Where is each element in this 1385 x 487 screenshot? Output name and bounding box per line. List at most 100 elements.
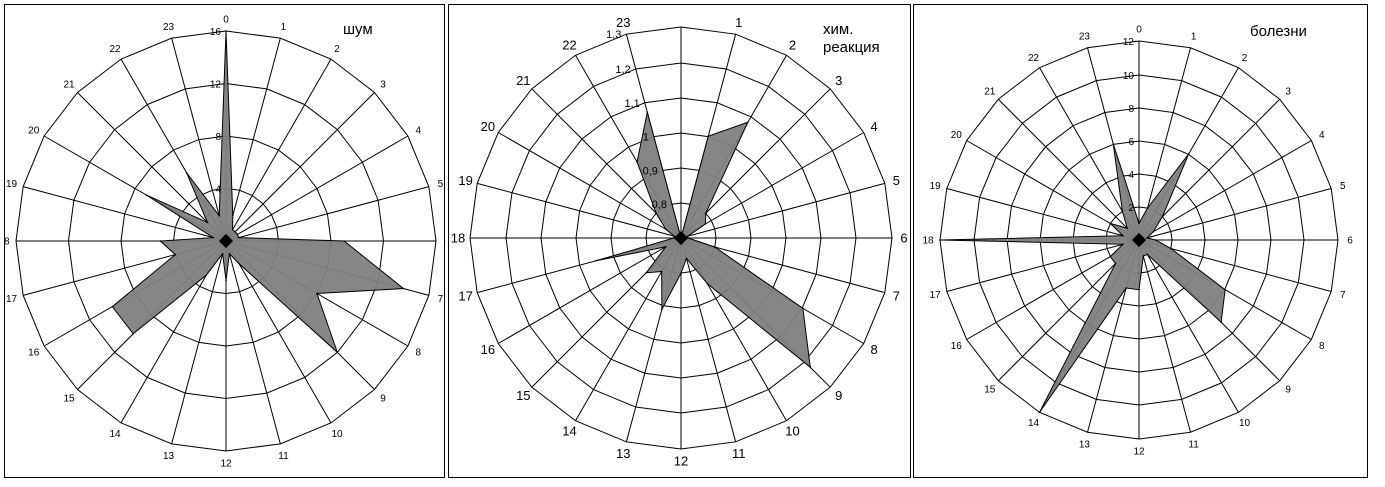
chart-panel-diseases: 0 1 2 3 4 5 6 7 8 9 10 11 12 13 14 15 16 17 18 19 20 21 22 23 2 4…: [913, 4, 1368, 478]
category-label: 5: [1340, 181, 1346, 192]
data-point: [1187, 153, 1190, 155]
data-point: [1146, 207, 1149, 209]
data-point: [336, 351, 339, 354]
category-label: 12: [220, 459, 232, 470]
category-label: 1: [281, 22, 287, 33]
category-label: 17: [6, 294, 18, 305]
radial-tick-label: 12: [210, 80, 222, 91]
grid-spoke: [946, 239, 1140, 292]
data-point: [1114, 262, 1117, 265]
data-point: [1220, 321, 1222, 323]
data-point: [673, 235, 676, 237]
category-label: 3: [380, 80, 386, 91]
data-point: [685, 257, 688, 260]
chart-title-chemical-reaction: хим. реакция: [823, 21, 880, 56]
data-point: [939, 239, 941, 241]
category-label: 8: [415, 348, 421, 359]
center-marker: [673, 230, 689, 246]
category-label: 11: [732, 446, 746, 461]
data-point: [1121, 210, 1124, 213]
category-label: 13: [1079, 439, 1091, 450]
data-point: [704, 223, 707, 225]
grid-spoke: [1138, 239, 1239, 413]
category-label: 1: [1191, 32, 1197, 43]
category-label: 7: [1340, 290, 1346, 301]
data-point: [705, 212, 707, 214]
radial-tick-label: 16: [210, 27, 222, 38]
data-point: [1138, 288, 1140, 291]
category-label: 8: [871, 342, 878, 357]
radial-tick-label: 1,1: [624, 98, 639, 110]
data-point: [1125, 287, 1127, 289]
category-label: 23: [616, 15, 630, 30]
data-series: [111, 30, 405, 353]
category-label: 20: [28, 126, 40, 137]
category-label: 23: [1079, 32, 1091, 43]
data-point: [1126, 227, 1129, 230]
data-point: [402, 287, 405, 290]
data-point: [1142, 255, 1145, 257]
grid-spoke: [225, 38, 281, 242]
category-label: 9: [1285, 385, 1291, 396]
grid-spoke: [680, 182, 885, 239]
radial-tick-label: 1,2: [615, 64, 630, 76]
data-point: [655, 212, 657, 214]
data-point: [234, 230, 237, 233]
category-label: 10: [1239, 418, 1251, 429]
category-label: 16: [28, 348, 40, 359]
category-label: 9: [380, 393, 386, 404]
category-label: 21: [984, 86, 996, 97]
category-label: 10: [785, 424, 799, 439]
grid-spoke: [498, 132, 682, 239]
data-point: [1138, 222, 1140, 225]
category-label: 5: [438, 179, 444, 190]
grid-spoke: [225, 240, 281, 444]
grid-spoke: [225, 240, 332, 424]
data-point: [205, 274, 208, 276]
data-point: [212, 236, 215, 239]
data-point: [343, 240, 345, 242]
radial-tick-label: 8: [1128, 104, 1134, 115]
chart-title-diseases: болезни: [1250, 23, 1307, 40]
category-label: 14: [562, 424, 576, 439]
category-label: 17: [458, 288, 472, 303]
grid-spoke: [171, 38, 227, 242]
data-point: [1170, 247, 1172, 250]
data-point: [1109, 222, 1112, 225]
data-point: [664, 228, 667, 231]
category-label: 13: [163, 451, 175, 462]
radial-tick-label: 1,3: [606, 29, 621, 41]
data-point: [636, 161, 638, 163]
grid-spoke: [225, 186, 429, 242]
category-label: 14: [109, 429, 121, 440]
category-label: 18: [451, 231, 465, 246]
radial-tick-label: 10: [1123, 71, 1135, 82]
category-label: 3: [1285, 86, 1291, 97]
grid-spoke: [225, 135, 409, 242]
center-marker: [1131, 232, 1147, 248]
data-point: [686, 235, 689, 237]
data-point: [225, 279, 227, 282]
grid-spoke: [477, 182, 682, 239]
category-label: 12: [674, 454, 688, 469]
data-point: [231, 228, 234, 231]
category-label: 3: [835, 73, 842, 88]
category-label: 2: [1242, 53, 1248, 64]
category-label: 5: [893, 173, 900, 188]
category-label: 6: [445, 237, 446, 248]
data-point: [809, 366, 812, 369]
data-point: [664, 245, 667, 248]
radar-chart-chemical-reaction: 12345678910111213141516171819202122230,8…: [451, 15, 908, 469]
grid-spoke: [680, 132, 864, 239]
category-label: 19: [458, 173, 472, 188]
data-point: [132, 333, 134, 335]
grid-spoke: [23, 186, 227, 242]
radial-tick-label: 2: [1128, 203, 1134, 214]
grid-spoke: [946, 188, 1140, 241]
data-point: [231, 214, 234, 217]
grid-spoke: [171, 240, 227, 444]
grid-spoke: [1138, 140, 1312, 241]
category-label: 19: [6, 179, 18, 190]
category-label: 12: [1133, 447, 1145, 458]
data-point: [185, 172, 188, 174]
